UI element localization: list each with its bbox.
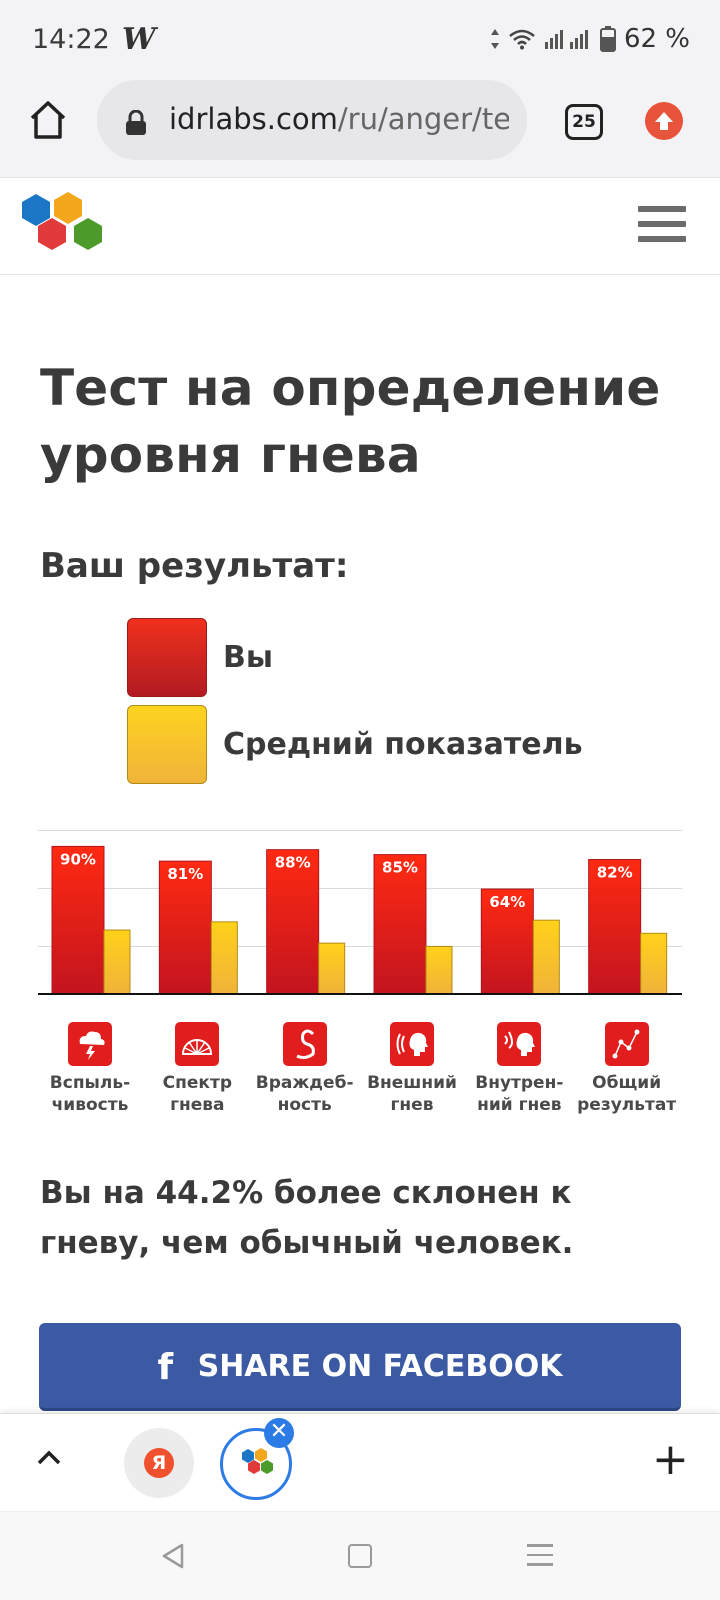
- graph-icon: [604, 1022, 649, 1066]
- category-item-1: Спектр гнева: [145, 1022, 249, 1116]
- bar-value-label-1: 81%: [167, 865, 203, 883]
- wifi-icon: [509, 29, 535, 50]
- bar-value-label-2: 88%: [275, 854, 311, 872]
- facebook-icon: f: [157, 1346, 174, 1388]
- bar-value-label-0: 90%: [60, 850, 96, 868]
- share-facebook-label: SHARE ON FACEBOOK: [197, 1349, 563, 1384]
- bar-you-0: [51, 845, 105, 995]
- yandex-logo-icon: Я: [144, 1448, 174, 1478]
- status-indicators: 62 %: [490, 24, 690, 54]
- category-label-4: Внутрен-ний гнев: [467, 1072, 571, 1116]
- bar-average-1: [210, 921, 238, 995]
- category-label-line: Внутрен-: [475, 1073, 564, 1093]
- status-time: 14:22: [32, 24, 110, 55]
- page-title: Тест на определение уровня гнева: [40, 359, 661, 484]
- bar-average-4: [532, 919, 560, 995]
- bar-average-0: [103, 929, 131, 995]
- tab-yandex[interactable]: Я: [124, 1428, 194, 1498]
- category-item-4: Внутрен-ний гнев: [467, 1022, 571, 1116]
- chevron-up-icon[interactable]: [36, 1448, 62, 1466]
- home-icon[interactable]: [26, 98, 70, 142]
- lock-icon: [126, 110, 146, 135]
- close-tab-icon[interactable]: ✕: [264, 1418, 294, 1448]
- category-label-line: гнева: [170, 1095, 225, 1115]
- category-label-0: Вспыль-чивость: [38, 1072, 142, 1116]
- legend-label-average: Средний показатель: [223, 727, 583, 762]
- new-tab-plus-icon[interactable]: +: [652, 1434, 689, 1485]
- battery-icon: [599, 26, 616, 52]
- legend-swatch-average: [127, 705, 207, 784]
- legend-label-you: Вы: [223, 640, 273, 675]
- category-label-line: Враждеб-: [255, 1073, 354, 1093]
- arrow-up-icon: [655, 112, 673, 130]
- bar-you-2: [266, 849, 320, 995]
- bar-value-label-5: 82%: [597, 864, 633, 882]
- notification-app-icon: W: [122, 22, 156, 57]
- category-label-line: Общий: [592, 1073, 662, 1093]
- browser-bottom-bar: Я ✕ +: [0, 1413, 720, 1511]
- url-host: idrlabs.com: [169, 102, 338, 136]
- category-label-line: ний гнев: [477, 1095, 562, 1115]
- shouting-head-icon: [390, 1022, 434, 1066]
- bar-you-1: [158, 860, 212, 995]
- legend-item-average: Средний показатель: [127, 705, 583, 784]
- anger-results-chart: 90% 81% 88% 85% 64% 82% Вспыль-чивость Спектр г…: [38, 830, 682, 1120]
- category-item-2: Враждеб-ность: [253, 1022, 357, 1116]
- fan-icon: [175, 1022, 220, 1066]
- category-label-2: Враждеб-ность: [253, 1072, 357, 1116]
- category-label-5: Общий результат: [575, 1072, 679, 1116]
- share-facebook-button[interactable]: f SHARE ON FACEBOOK: [39, 1323, 681, 1411]
- site-header: [0, 178, 720, 275]
- bar-average-5: [640, 932, 668, 995]
- data-arrows-icon: [490, 29, 499, 49]
- category-label-line: Спектр: [162, 1073, 232, 1093]
- tabs-count-button[interactable]: 25: [565, 104, 603, 140]
- bar-value-label-4: 64%: [489, 893, 525, 911]
- category-label-line: Вспыль-: [49, 1073, 131, 1093]
- browser-toolbar: idrlabs.com/ru/anger/te 25: [0, 80, 720, 178]
- cobra-icon: [282, 1022, 327, 1066]
- home-nav-icon[interactable]: [348, 1544, 372, 1568]
- category-label-3: Внешний гнев: [360, 1072, 464, 1116]
- idrlabs-tab-icon: [242, 1448, 273, 1474]
- category-label-line: результат: [577, 1095, 677, 1115]
- recent-apps-icon[interactable]: [527, 1544, 553, 1573]
- bar-value-label-3: 85%: [382, 859, 418, 877]
- storm-icon: [68, 1022, 112, 1066]
- category-item-0: Вспыль-чивость: [38, 1022, 142, 1116]
- legend-swatch-you: [127, 618, 207, 697]
- signal-icon: [544, 30, 588, 49]
- system-nav-bar: [0, 1511, 720, 1600]
- category-label-line: Внешний: [367, 1073, 457, 1093]
- battery-percent: 62 %: [623, 24, 690, 54]
- url-text[interactable]: idrlabs.com/ru/anger/te: [169, 102, 509, 136]
- hamburger-menu-icon[interactable]: [638, 206, 686, 246]
- result-summary: Вы на 44.2% более склонен к гневу, чем о…: [40, 1175, 574, 1261]
- category-item-3: Внешний гнев: [360, 1022, 464, 1116]
- bar-average-2: [318, 942, 346, 995]
- category-label-line: чивость: [51, 1095, 129, 1115]
- upload-button[interactable]: [645, 102, 683, 140]
- inner-voice-head-icon: [497, 1022, 542, 1066]
- back-icon[interactable]: [160, 1542, 186, 1570]
- address-bar[interactable]: idrlabs.com/ru/anger/te: [97, 80, 527, 160]
- category-label-line: гнев: [390, 1095, 434, 1115]
- category-label-1: Спектр гнева: [145, 1072, 249, 1116]
- category-item-5: Общий результат: [575, 1022, 679, 1116]
- result-label: Ваш результат:: [40, 546, 349, 586]
- idrlabs-logo[interactable]: [18, 188, 110, 268]
- bar-chart-svg: 90% 81% 88% 85% 64% 82%: [38, 830, 682, 995]
- legend-item-you: Вы: [127, 618, 273, 697]
- bar-average-3: [425, 945, 453, 995]
- status-bar: 14:22 W 62 %: [0, 0, 720, 80]
- category-label-line: ность: [277, 1095, 332, 1115]
- url-path: /ru/anger/te: [337, 102, 509, 136]
